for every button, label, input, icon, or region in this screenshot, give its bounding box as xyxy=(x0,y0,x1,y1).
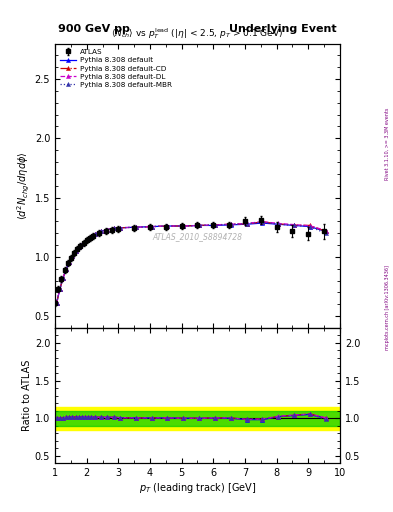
Text: Rivet 3.1.10, >= 3.3M events: Rivet 3.1.10, >= 3.3M events xyxy=(385,107,390,180)
Text: Underlying Event: Underlying Event xyxy=(230,24,337,34)
Text: 900 GeV pp: 900 GeV pp xyxy=(58,24,130,34)
Text: $\langle N_{ch}\rangle$ vs $p_T^{\rm lead}$ ($|\eta|$ < 2.5, $p_T$ > 0.1 GeV): $\langle N_{ch}\rangle$ vs $p_T^{\rm lea… xyxy=(111,26,284,40)
Text: mcplots.cern.ch [arXiv:1306.3436]: mcplots.cern.ch [arXiv:1306.3436] xyxy=(385,265,390,350)
Y-axis label: Ratio to ATLAS: Ratio to ATLAS xyxy=(22,360,32,431)
Legend: ATLAS, Pythia 8.308 default, Pythia 8.308 default-CD, Pythia 8.308 default-DL, P: ATLAS, Pythia 8.308 default, Pythia 8.30… xyxy=(59,47,173,90)
Y-axis label: $\langle d^2N_{chg}/d\eta d\phi\rangle$: $\langle d^2N_{chg}/d\eta d\phi\rangle$ xyxy=(16,152,32,220)
X-axis label: $p_T$ (leading track) [GeV]: $p_T$ (leading track) [GeV] xyxy=(139,481,256,495)
Text: ATLAS_2010_S8894728: ATLAS_2010_S8894728 xyxy=(152,232,242,242)
